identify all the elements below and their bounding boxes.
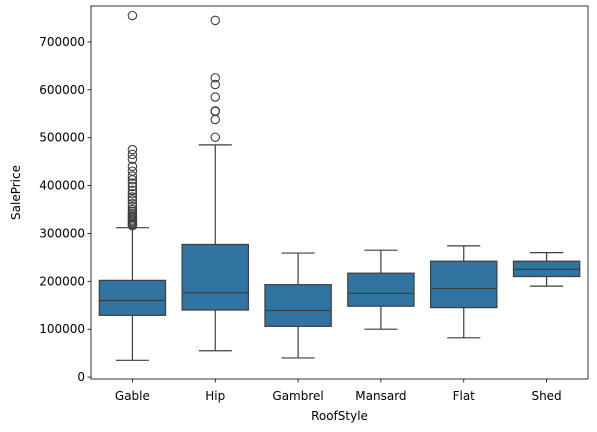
outlier-point (127, 181, 138, 192)
box-group-shed (512, 251, 581, 287)
y-tick-label: 100000 (39, 322, 85, 336)
x-tick-label: Flat (453, 389, 476, 403)
box-group-gable (98, 10, 167, 361)
box-group-gambrel (264, 252, 332, 359)
x-axis-label: RoofStyle (311, 409, 368, 423)
iqr-box (430, 260, 498, 309)
outlier-point (127, 10, 138, 21)
boxes-layer (98, 10, 581, 361)
outlier-point (127, 185, 138, 196)
outlier-point (210, 132, 221, 142)
iqr-box (98, 279, 167, 316)
y-tick-label: 600000 (39, 83, 85, 97)
iqr-box (181, 243, 249, 311)
y-axis-label: SalePrice (9, 165, 23, 220)
outlier-point (127, 195, 138, 205)
box-group-mansard (347, 249, 415, 330)
outlier-point (127, 192, 138, 202)
outlier-point (127, 188, 138, 199)
outlier-point (210, 73, 221, 83)
y-tick-label: 700000 (39, 35, 85, 49)
outlier-point (210, 92, 221, 102)
x-axis: Gable Hip Gambrel Mansard Flat Shed (115, 379, 562, 403)
y-tick-label: 0 (77, 370, 85, 384)
box-group-flat (430, 245, 498, 339)
outlier-point (127, 178, 138, 188)
plot-area-frame (90, 5, 589, 380)
x-tick-label: Gable (115, 389, 150, 403)
outlier-point (127, 154, 138, 164)
x-tick-label: Mansard (355, 389, 406, 403)
y-tick-label: 500000 (39, 131, 85, 145)
outlier-point (127, 161, 138, 172)
y-tick-label: 400000 (39, 179, 85, 193)
outlier-point (127, 221, 138, 231)
x-tick-label: Hip (205, 389, 225, 403)
box-group-hip (181, 15, 249, 352)
y-axis: 0 100000 200000 300000 400000 500000 600000 700… (39, 35, 91, 384)
iqr-box (347, 272, 415, 307)
y-tick-label: 300000 (39, 226, 85, 240)
x-tick-label: Shed (531, 389, 561, 403)
outlier-point (127, 199, 138, 209)
outlier-point (210, 114, 221, 125)
iqr-box (264, 284, 332, 327)
outlier-point (127, 171, 138, 181)
x-tick-label: Gambrel (272, 389, 323, 403)
y-tick-label: 200000 (39, 274, 85, 288)
outlier-point (210, 15, 221, 26)
outlier-point (127, 149, 138, 160)
outlier-point (127, 175, 138, 185)
outlier-point (127, 144, 138, 155)
outlier-point (210, 79, 221, 90)
